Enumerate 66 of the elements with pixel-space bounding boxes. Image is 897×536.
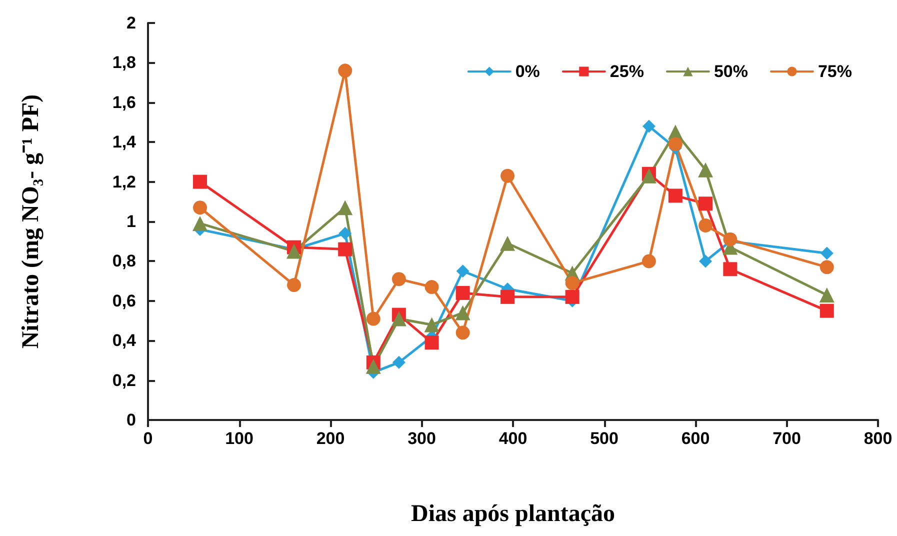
point — [723, 262, 738, 276]
point — [424, 336, 439, 350]
point — [698, 218, 713, 232]
y-axis-title: Nitrato (mg NO₃- g⁻¹ PF) — [18, 94, 44, 349]
x-tick-label: 400 — [498, 429, 528, 448]
point — [820, 304, 834, 318]
point — [456, 264, 470, 278]
y-tick-label: 1 — [126, 212, 136, 231]
point — [338, 64, 352, 78]
point — [391, 311, 406, 326]
point — [820, 260, 834, 274]
y-tick-label: 0,4 — [112, 331, 137, 350]
y-tick-label: 0,2 — [112, 370, 136, 390]
point — [366, 312, 380, 326]
point — [286, 244, 302, 259]
y-tick-label: 1,6 — [112, 92, 136, 112]
point — [338, 200, 353, 216]
point — [820, 246, 834, 260]
point — [338, 242, 352, 256]
point — [565, 276, 580, 290]
point — [500, 236, 516, 251]
y-tick-label: 1,2 — [112, 172, 136, 192]
point — [392, 356, 406, 369]
point — [500, 290, 515, 304]
point — [192, 216, 208, 231]
y-tick-label: 1,8 — [112, 53, 136, 72]
point — [456, 286, 470, 300]
point — [699, 254, 712, 268]
point — [565, 290, 580, 304]
legend-label: 0% — [515, 62, 540, 81]
point — [500, 168, 515, 183]
x-tick-label: 500 — [590, 429, 618, 448]
y-tick-label: 2 — [126, 14, 136, 32]
point — [366, 358, 381, 374]
point — [392, 272, 406, 286]
point — [424, 317, 440, 332]
point — [193, 200, 208, 215]
x-axis-title: Dias após plantação — [410, 501, 616, 527]
legend-label: 25% — [610, 62, 644, 81]
x-tick-label: 300 — [408, 429, 436, 448]
point — [456, 326, 470, 340]
x-tick-label: 700 — [772, 429, 801, 448]
x-tick-label: 800 — [864, 429, 892, 448]
point — [819, 287, 834, 302]
point — [698, 196, 713, 211]
point — [193, 174, 208, 189]
legend-label: 75% — [818, 62, 852, 81]
legend-label: 50% — [714, 62, 748, 81]
point — [698, 162, 714, 178]
point — [668, 188, 682, 203]
point — [668, 137, 682, 152]
y-tick-label: 1,4 — [112, 132, 137, 152]
y-tick-label: 0,6 — [112, 291, 136, 310]
point — [642, 254, 656, 268]
point — [287, 278, 301, 292]
point — [424, 280, 439, 294]
x-tick-label: 100 — [225, 429, 254, 448]
y-tick-label: 0,8 — [112, 252, 136, 271]
point — [455, 305, 470, 320]
y-tick-label: 0 — [126, 410, 136, 430]
x-tick-label: 600 — [681, 429, 710, 448]
point — [642, 120, 656, 133]
x-tick-label: 0 — [143, 429, 153, 448]
point — [338, 226, 352, 240]
point — [723, 232, 738, 246]
x-tick-label: 200 — [316, 429, 345, 448]
